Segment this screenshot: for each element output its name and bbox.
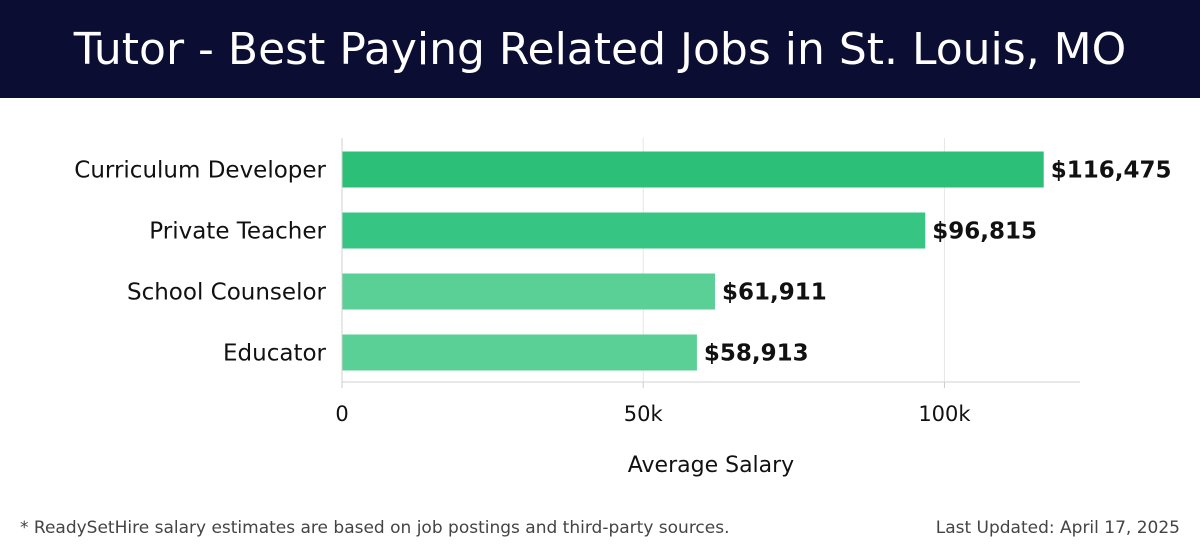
- value-label: $96,815: [932, 219, 1037, 245]
- bar-3: [342, 334, 697, 371]
- x-tick-label: 100k: [918, 402, 971, 426]
- value-label: $116,475: [1051, 158, 1172, 184]
- category-label: School Counselor: [127, 280, 327, 306]
- category-label: Curriculum Developer: [74, 158, 326, 184]
- last-updated: Last Updated: April 17, 2025: [935, 518, 1180, 538]
- category-label: Educator: [223, 341, 327, 367]
- chart-title: Tutor - Best Paying Related Jobs in St. …: [73, 23, 1127, 75]
- x-tick-label: 0: [335, 402, 348, 426]
- footer-note: * ReadySetHire salary estimates are base…: [20, 518, 730, 538]
- x-tick-label: 50k: [624, 402, 664, 426]
- bar-1: [342, 212, 926, 249]
- value-label: $61,911: [722, 280, 827, 306]
- x-axis-title: Average Salary: [628, 453, 794, 478]
- value-label: $58,913: [704, 341, 809, 367]
- category-label: Private Teacher: [149, 219, 326, 245]
- salary-bar-chart: Curriculum Developer $116,475 Private Teac…: [74, 138, 1172, 478]
- bar-0: [342, 151, 1044, 188]
- bar-2: [342, 273, 715, 310]
- chart-header: Tutor - Best Paying Related Jobs in St. …: [0, 0, 1200, 98]
